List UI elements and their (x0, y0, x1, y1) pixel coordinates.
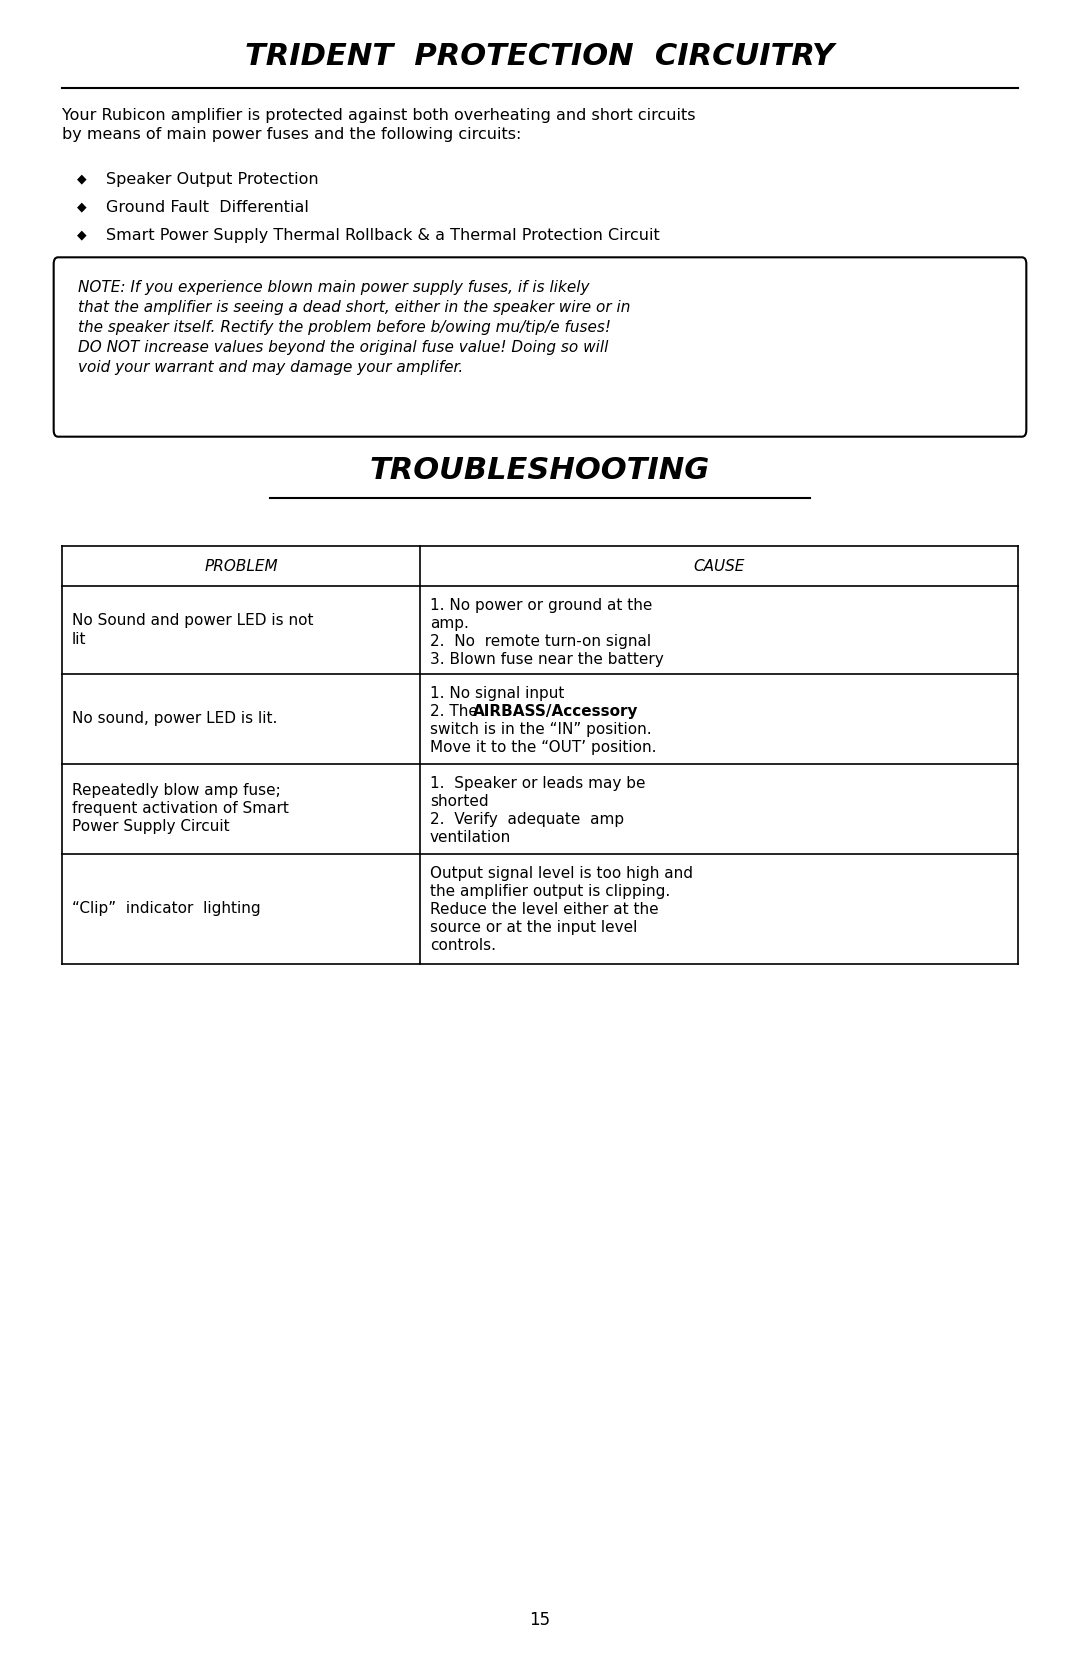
Text: 1. No power or ground at the: 1. No power or ground at the (430, 598, 652, 613)
Text: void your warrant and may damage your amplifer.: void your warrant and may damage your am… (78, 361, 463, 376)
Text: DO NOT increase values beyond the original fuse value! Doing so will: DO NOT increase values beyond the origin… (78, 341, 608, 356)
Text: Ground Fault  Differential: Ground Fault Differential (106, 200, 309, 215)
Text: No Sound and power LED is not: No Sound and power LED is not (72, 613, 313, 628)
Text: lit: lit (72, 631, 86, 646)
Text: by means of main power fuses and the following circuits:: by means of main power fuses and the fol… (62, 127, 522, 142)
Text: “Clip”  indicator  lighting: “Clip” indicator lighting (72, 902, 260, 917)
Text: ◆: ◆ (77, 200, 86, 214)
Text: Speaker Output Protection: Speaker Output Protection (106, 172, 319, 187)
Text: TRIDENT  PROTECTION  CIRCUITRY: TRIDENT PROTECTION CIRCUITRY (245, 42, 835, 72)
Text: PROBLEM: PROBLEM (204, 558, 278, 573)
Text: that the amplifier is seeing a dead short, either in the speaker wire or in: that the amplifier is seeing a dead shor… (78, 301, 631, 316)
Text: 1. No signal input: 1. No signal input (430, 686, 565, 701)
Text: CAUSE: CAUSE (693, 558, 745, 573)
Text: 2.  Verify  adequate  amp: 2. Verify adequate amp (430, 812, 624, 827)
Text: switch is in the “IN” position.: switch is in the “IN” position. (430, 721, 651, 736)
Text: ventilation: ventilation (430, 830, 511, 845)
Text: source or at the input level: source or at the input level (430, 920, 637, 935)
Text: No sound, power LED is lit.: No sound, power LED is lit. (72, 711, 278, 726)
Text: shorted: shorted (430, 793, 488, 808)
Text: Output signal level is too high and: Output signal level is too high and (430, 867, 693, 882)
FancyBboxPatch shape (54, 257, 1026, 436)
Text: 15: 15 (529, 1612, 551, 1628)
Text: 3. Blown fuse near the battery: 3. Blown fuse near the battery (430, 651, 664, 666)
Text: frequent activation of Smart: frequent activation of Smart (72, 802, 288, 817)
Text: Reduce the level either at the: Reduce the level either at the (430, 902, 659, 917)
Text: TROUBLESHOOTING: TROUBLESHOOTING (369, 456, 711, 484)
Text: 2.  No  remote turn-on signal: 2. No remote turn-on signal (430, 635, 651, 650)
Text: Move it to the “OUT’ position.: Move it to the “OUT’ position. (430, 740, 657, 755)
Text: NOTE: If you experience blown main power supply fuses, if is likely: NOTE: If you experience blown main power… (78, 281, 590, 296)
Text: AIRBASS/Accessory: AIRBASS/Accessory (473, 705, 638, 720)
Text: the amplifier output is clipping.: the amplifier output is clipping. (430, 883, 671, 898)
Text: Repeatedly blow amp fuse;: Repeatedly blow amp fuse; (72, 783, 281, 798)
Text: Smart Power Supply Thermal Rollback & a Thermal Protection Circuit: Smart Power Supply Thermal Rollback & a … (106, 229, 660, 244)
Text: Power Supply Circuit: Power Supply Circuit (72, 820, 230, 835)
Text: ◆: ◆ (77, 229, 86, 240)
Text: 2. The: 2. The (430, 705, 483, 720)
Text: 1.  Speaker or leads may be: 1. Speaker or leads may be (430, 777, 646, 792)
Text: amp.: amp. (430, 616, 469, 631)
Text: Your Rubicon amplifier is protected against both overheating and short circuits: Your Rubicon amplifier is protected agai… (62, 109, 696, 124)
Text: the speaker itself. Rectify the problem before b/owing mu/tip/e fuses!: the speaker itself. Rectify the problem … (78, 321, 611, 336)
Text: ◆: ◆ (77, 172, 86, 185)
Text: controls.: controls. (430, 939, 496, 954)
